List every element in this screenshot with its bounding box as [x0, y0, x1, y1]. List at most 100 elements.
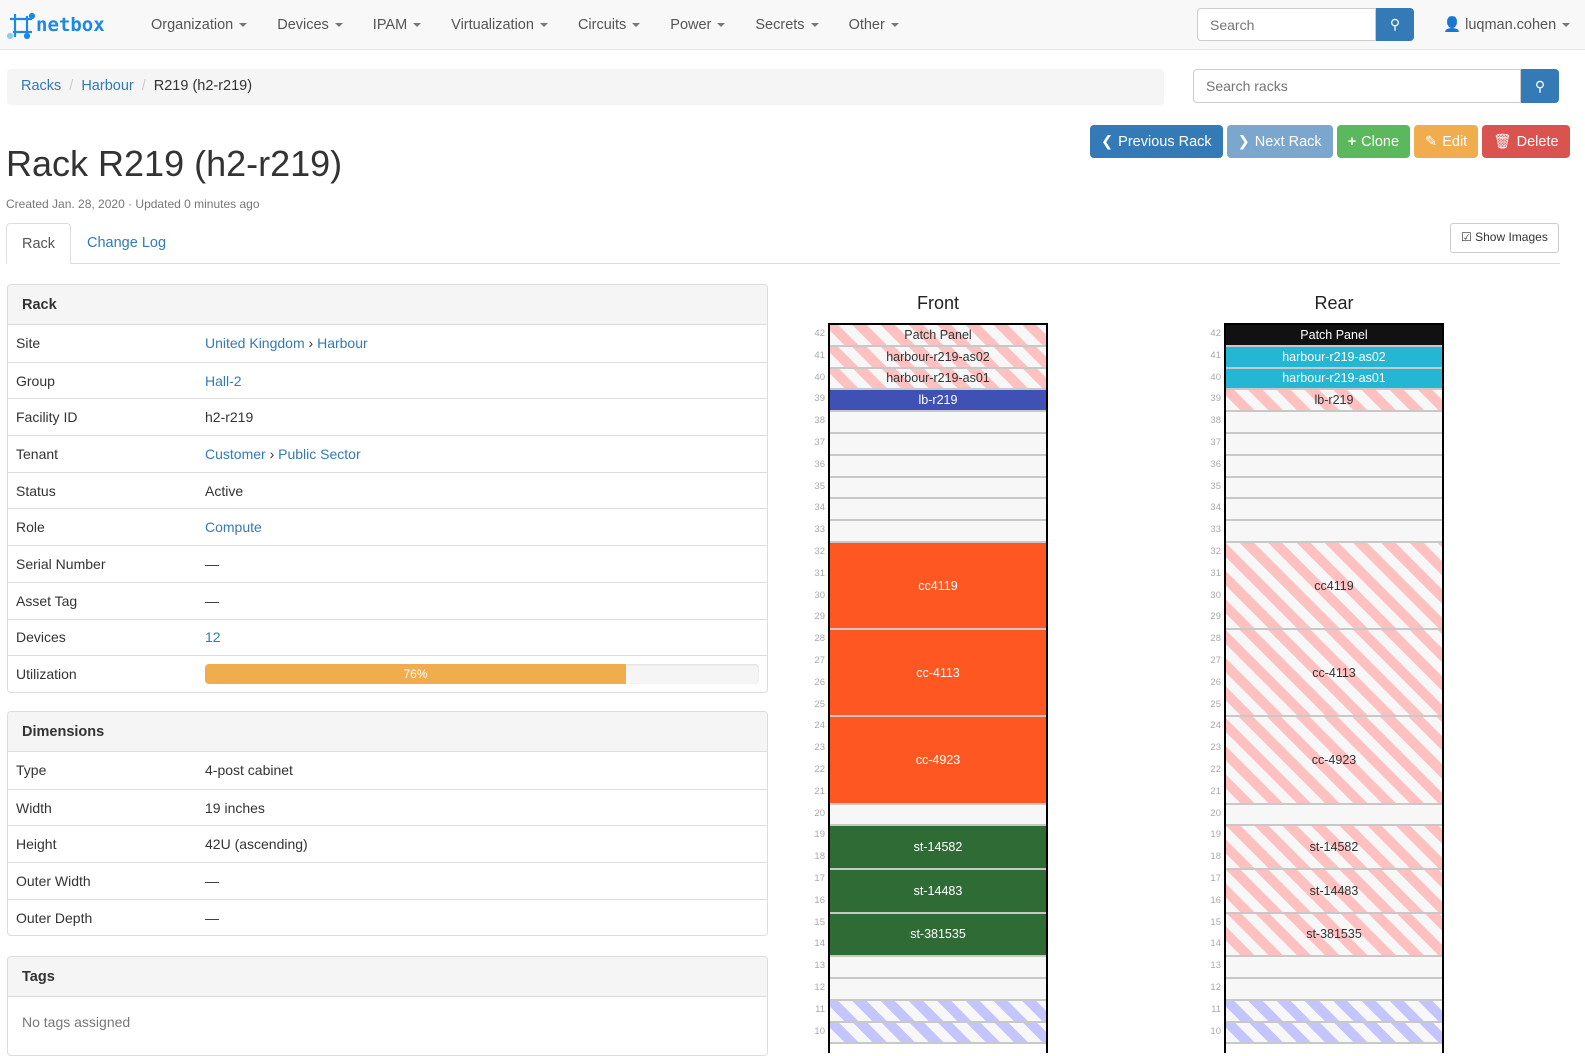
row-value: — — [205, 593, 219, 609]
label: Show Images — [1475, 230, 1548, 244]
empty-rack-unit[interactable] — [1226, 412, 1442, 434]
unit-number: 10 — [814, 1025, 825, 1037]
device-st-14483[interactable]: st-14483 — [830, 870, 1046, 914]
value-link[interactable]: Harbour — [317, 335, 368, 352]
empty-rack-unit[interactable] — [1226, 804, 1442, 827]
unit-number: 42 — [814, 328, 825, 339]
menu-label: Secrets — [755, 16, 805, 33]
value-link[interactable]: United Kingdom — [205, 335, 305, 352]
empty-rack-unit[interactable] — [830, 434, 1046, 456]
value-link[interactable]: Compute — [205, 519, 262, 536]
empty-rack-unit[interactable] — [1226, 957, 1442, 979]
device-st-14483[interactable]: st-14483 — [1226, 870, 1442, 914]
tab-rack[interactable]: Rack — [6, 223, 72, 264]
device-lb-r219[interactable]: lb-r219 — [830, 390, 1046, 413]
row-value: Active — [205, 483, 243, 499]
row-label: Role — [16, 519, 45, 536]
reserved-rack-unit[interactable] — [830, 1000, 1046, 1023]
empty-rack-unit[interactable] — [830, 979, 1046, 1001]
unit-number: 34 — [1210, 502, 1221, 514]
nav-search-input[interactable] — [1197, 8, 1376, 41]
unit-number: 26 — [814, 676, 825, 688]
device-Patch Panel[interactable]: Patch Panel — [1226, 325, 1442, 347]
device-harbour-r219-as02[interactable]: harbour-r219-as02 — [1226, 346, 1442, 369]
netbox-logo[interactable]: netbox — [6, 10, 136, 40]
reserved-rack-unit[interactable] — [1226, 1022, 1442, 1045]
nav-search: ⚲ — [1197, 8, 1414, 41]
device-cc-4923[interactable]: cc-4923 — [830, 717, 1046, 805]
next-rack-button[interactable]: ❯ Next Rack — [1226, 125, 1333, 158]
show-images-button[interactable]: ☑ Show Images — [1450, 223, 1559, 253]
empty-rack-unit[interactable] — [1226, 499, 1442, 522]
device-lb-r219[interactable]: lb-r219 — [1226, 390, 1442, 413]
unit-number: 21 — [814, 785, 825, 797]
rack-search-button[interactable]: ⚲ — [1521, 69, 1559, 103]
unit-number: 26 — [1210, 676, 1221, 688]
device-st-14582[interactable]: st-14582 — [830, 826, 1046, 870]
tab-change-log[interactable]: Change Log — [87, 235, 167, 251]
nav-menu-power[interactable]: Power — [655, 17, 740, 33]
unit-number: 38 — [1210, 415, 1221, 427]
empty-rack-unit[interactable] — [1226, 455, 1442, 478]
reserved-rack-unit[interactable] — [830, 1022, 1046, 1045]
delete-button[interactable]: 🗑 Delete — [1482, 125, 1570, 158]
value-link[interactable]: Hall-2 — [205, 372, 242, 389]
device-cc-4113[interactable]: cc-4113 — [830, 630, 1046, 718]
device-st-381535[interactable]: st-381535 — [1226, 913, 1442, 958]
device-cc4119[interactable]: cc4119 — [1226, 543, 1442, 631]
nav-menu-circuits[interactable]: Circuits — [563, 17, 655, 33]
empty-rack-unit[interactable] — [1226, 979, 1442, 1001]
value-link[interactable]: Customer — [205, 445, 266, 462]
device-Patch Panel[interactable]: Patch Panel — [830, 325, 1046, 347]
nav-search-button[interactable]: ⚲ — [1376, 8, 1414, 41]
empty-rack-unit[interactable] — [830, 957, 1046, 979]
utilization-bar: 76% — [205, 664, 759, 685]
rack-search-input[interactable] — [1193, 69, 1521, 103]
device-cc-4113[interactable]: cc-4113 — [1226, 630, 1442, 718]
nav-menu-secrets[interactable]: Secrets — [740, 17, 833, 33]
empty-rack-unit[interactable] — [1226, 434, 1442, 456]
empty-rack-unit[interactable] — [830, 499, 1046, 522]
device-st-14582[interactable]: st-14582 — [1226, 826, 1442, 870]
empty-rack-unit[interactable] — [1226, 477, 1442, 500]
device-cc-4923[interactable]: cc-4923 — [1226, 717, 1442, 805]
empty-rack-unit[interactable] — [830, 455, 1046, 478]
nav-menu-other[interactable]: Other — [834, 17, 914, 33]
table-row: Outer Width — — [8, 862, 767, 899]
menu-label: IPAM — [372, 16, 408, 33]
reserved-rack-unit[interactable] — [1226, 1000, 1442, 1023]
device-harbour-r219-as02[interactable]: harbour-r219-as02 — [830, 346, 1046, 369]
unit-number: 36 — [1210, 458, 1221, 470]
nav-menu-virtualization[interactable]: Virtualization — [436, 17, 563, 33]
breadcrumb-site[interactable]: Harbour — [81, 78, 134, 94]
empty-rack-unit[interactable] — [830, 477, 1046, 500]
chevron-right-icon: ❯ — [1237, 133, 1250, 150]
user-menu[interactable]: 👤 luqman.cohen — [1443, 16, 1571, 33]
nav-menu-organization[interactable]: Organization — [136, 17, 262, 33]
unit-number: 33 — [1210, 524, 1221, 536]
label: Clone — [1361, 133, 1400, 150]
unit-number: 41 — [814, 349, 825, 361]
device-harbour-r219-as01[interactable]: harbour-r219-as01 — [1226, 368, 1442, 391]
breadcrumb-racks[interactable]: Racks — [21, 78, 62, 94]
empty-rack-unit[interactable] — [1226, 521, 1442, 543]
device-harbour-r219-as01[interactable]: harbour-r219-as01 — [830, 368, 1046, 391]
unit-number: 25 — [814, 698, 825, 710]
empty-rack-unit[interactable] — [830, 521, 1046, 543]
empty-rack-unit[interactable] — [830, 412, 1046, 434]
empty-rack-unit[interactable] — [830, 804, 1046, 827]
unit-number: 39 — [814, 393, 825, 405]
row-label: Tenant — [16, 445, 59, 462]
edit-button[interactable]: ✎ Edit — [1414, 125, 1479, 158]
unit-number: 31 — [1210, 567, 1221, 579]
search-icon: ⚲ — [1389, 16, 1401, 32]
device-st-381535[interactable]: st-381535 — [830, 913, 1046, 958]
previous-rack-button[interactable]: ❮ Previous Rack — [1090, 125, 1223, 158]
value-link[interactable]: Public Sector — [278, 445, 361, 462]
device-cc4119[interactable]: cc4119 — [830, 543, 1046, 631]
menu-label: Circuits — [577, 16, 627, 33]
nav-menu-devices[interactable]: Devices — [262, 17, 358, 33]
nav-menu-ipam[interactable]: IPAM — [358, 17, 436, 33]
clone-button[interactable]: + Clone — [1336, 125, 1411, 158]
value-link[interactable]: 12 — [205, 629, 221, 646]
